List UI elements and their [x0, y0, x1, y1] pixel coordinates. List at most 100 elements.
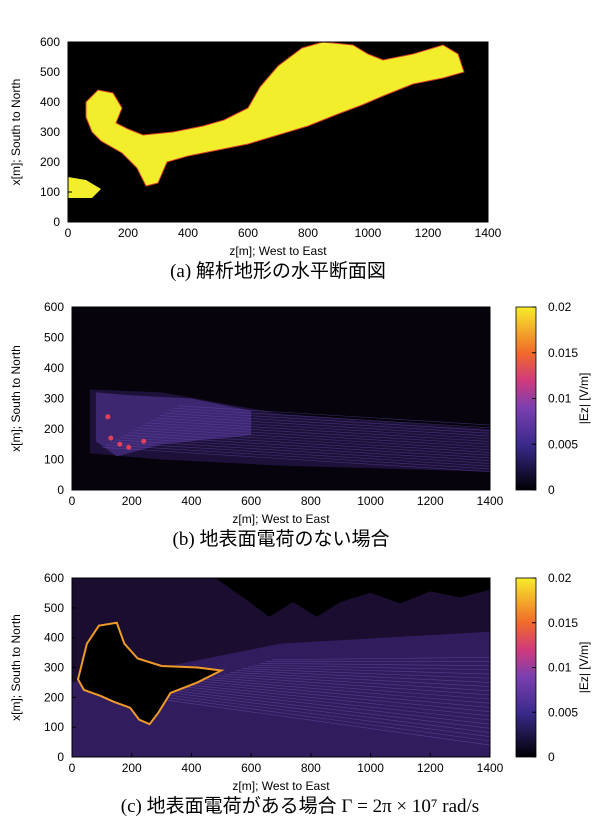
streak: [169, 410, 490, 431]
y-tick-label: 600: [40, 35, 60, 49]
streak: [236, 670, 490, 683]
colorbar-label: |Ez| [V/m]: [577, 642, 591, 694]
streak: [248, 666, 490, 675]
streak: [182, 686, 490, 721]
y-tick-label: 300: [44, 392, 64, 406]
streak: [160, 415, 490, 437]
heatmap: [72, 578, 490, 757]
x-tick-label: 200: [118, 226, 138, 240]
streak: [158, 693, 490, 738]
y-tick-label: 400: [44, 631, 64, 645]
streak: [115, 439, 490, 464]
hotspot: [141, 438, 147, 444]
x-tick-label: 1400: [477, 761, 504, 775]
x-tick-label: 800: [301, 494, 321, 508]
x-tick-label: 400: [178, 226, 198, 240]
y-tick-label: 100: [44, 453, 64, 467]
terrain: [68, 177, 101, 198]
streak: [119, 437, 490, 462]
hotspot: [117, 441, 123, 447]
x-tick-label: 1000: [357, 494, 384, 508]
x-tick-label: 600: [241, 761, 261, 775]
y-tick-label: 600: [44, 571, 64, 585]
x-tick-label: 600: [238, 226, 258, 240]
colorbar-tick-label: 0.005: [548, 437, 578, 451]
heatmap: [68, 42, 488, 222]
y-axis-label: x[m]; South to North: [9, 345, 23, 452]
x-axis-label: z[m]; West to East: [229, 244, 327, 258]
streak: [101, 447, 490, 472]
streak: [254, 664, 490, 671]
y-tick-label: 600: [44, 300, 64, 314]
y-tick-label: 500: [40, 65, 60, 79]
streak: [151, 420, 490, 442]
streak: [146, 422, 490, 445]
y-tick-label: 500: [44, 331, 64, 345]
x-tick-label: 1400: [477, 494, 504, 508]
x-axis-label: z[m]; West to East: [232, 779, 330, 793]
streak: [218, 675, 490, 696]
streak: [133, 429, 490, 453]
x-tick-label: 1200: [415, 226, 442, 240]
y-tick-label: 0: [57, 483, 64, 497]
streak: [206, 679, 490, 704]
y-tick-label: 300: [40, 125, 60, 139]
x-tick-label: 400: [181, 761, 201, 775]
streak: [242, 668, 490, 679]
streak: [212, 677, 490, 700]
streak: [224, 673, 490, 692]
x-tick-label: 1200: [417, 761, 444, 775]
x-tick-label: 1000: [357, 761, 384, 775]
y-tick-label: 100: [44, 720, 64, 734]
colorbar-tick-label: 0.015: [548, 616, 578, 630]
y-tick-label: 0: [57, 750, 64, 764]
x-tick-label: 1400: [475, 226, 502, 240]
colorbar-tick-label: 0: [548, 750, 555, 764]
y-tick-label: 500: [44, 601, 64, 615]
caption: (c) 地表面電荷がある場合 Γ = 2π × 10⁷ rad/s: [121, 795, 479, 817]
streak: [272, 657, 490, 661]
y-tick-label: 200: [40, 155, 60, 169]
colorbar-tick-label: 0.015: [548, 346, 578, 360]
hotspot: [105, 414, 111, 420]
streak: [230, 671, 490, 687]
streak: [146, 697, 490, 746]
x-tick-label: 1200: [417, 494, 444, 508]
colorbar-tick-label: 0.005: [548, 705, 578, 719]
x-tick-label: 0: [69, 494, 76, 508]
colorbar-tick-label: 0.01: [548, 392, 572, 406]
x-tick-label: 400: [181, 494, 201, 508]
streak: [110, 442, 490, 467]
colorbar-tick-label: 0.01: [548, 661, 572, 675]
y-tick-label: 300: [44, 661, 64, 675]
streak: [106, 444, 490, 470]
x-tick-label: 800: [298, 226, 318, 240]
streak: [260, 663, 490, 667]
y-tick-label: 100: [40, 185, 60, 199]
colorbar-tick-label: 0.02: [548, 300, 572, 314]
cavity: [76, 621, 225, 726]
hotspot: [126, 444, 132, 450]
streak: [155, 417, 490, 440]
streak: [177, 405, 490, 426]
y-tick-label: 200: [44, 690, 64, 704]
y-axis-label: x[m]; South to North: [9, 79, 23, 186]
streak: [128, 432, 490, 456]
streak: [173, 407, 490, 429]
shadow: [215, 578, 490, 617]
colorbar-label: |Ez| [V/m]: [577, 373, 591, 425]
terrain: [85, 42, 465, 187]
streak: [176, 688, 490, 725]
streak: [164, 691, 490, 733]
x-tick-label: 0: [69, 761, 76, 775]
x-axis-label: z[m]; West to East: [232, 512, 330, 526]
streak: [200, 680, 490, 708]
x-tick-label: 200: [122, 761, 142, 775]
y-tick-label: 400: [40, 95, 60, 109]
x-tick-label: 1000: [355, 226, 382, 240]
streak: [170, 689, 490, 729]
streak: [142, 425, 490, 448]
streak: [137, 427, 490, 451]
x-tick-label: 0: [65, 226, 72, 240]
